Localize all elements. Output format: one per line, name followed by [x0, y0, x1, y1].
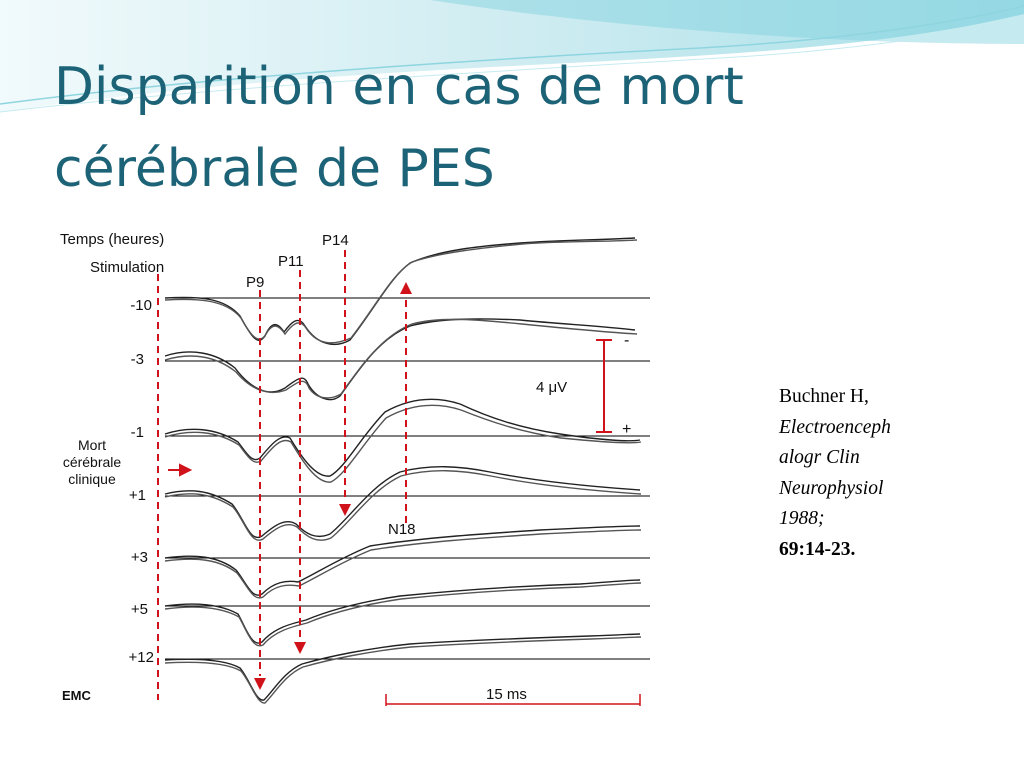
- trace-row-5a: [164, 525, 641, 596]
- header-wave-line: [0, 5, 1024, 105]
- baselines: [165, 297, 650, 660]
- peak-label-p9: P9: [246, 274, 264, 291]
- time-scale: 15 ms: [385, 686, 641, 706]
- emc-logo: EMC: [62, 688, 92, 703]
- brain-death-label-line-2: cérébrale: [63, 454, 122, 470]
- citation-author: Buchner H,: [779, 386, 869, 407]
- peak-arrows: [254, 282, 412, 690]
- trace-row-7b: [164, 636, 642, 704]
- citation-block: Buchner H, Electroenceph alogr Clin Neur…: [779, 382, 954, 565]
- row-label-1: -10: [130, 297, 152, 314]
- n18-arrow-icon: [400, 282, 412, 294]
- citation-journal-line-3: Neurophysiol: [779, 477, 884, 499]
- amplitude-scale: 4 μV - +: [536, 332, 631, 438]
- time-scale-label: 15 ms: [486, 686, 527, 703]
- trace-row-2b: [164, 318, 638, 399]
- trace-row-3b: [164, 404, 642, 483]
- figure-header: Temps (heures) Stimulation: [60, 231, 164, 276]
- row-label-2: -3: [131, 351, 144, 368]
- stimulation-header: Stimulation: [90, 259, 164, 276]
- trace-row-4b: [164, 470, 642, 541]
- waveform-traces: [164, 237, 642, 704]
- amplitude-scale-label: 4 μV: [536, 379, 567, 396]
- time-axis-header: Temps (heures): [60, 231, 164, 248]
- trace-row-3a: [164, 398, 641, 477]
- p11-arrow-icon: [294, 642, 306, 654]
- row-label-5: +3: [131, 549, 148, 566]
- polarity-minus-label: -: [624, 332, 629, 349]
- row-label-3: -1: [131, 424, 144, 441]
- header-wave-shape: [0, 0, 1024, 112]
- row-label-7: +12: [129, 649, 154, 666]
- p9-arrow-icon: [254, 678, 266, 690]
- brain-death-label-line-1: Mort: [78, 437, 106, 453]
- polarity-plus-label: +: [622, 421, 631, 438]
- citation-year: 1988;: [779, 508, 825, 529]
- slide-title: Disparition en cas de mort cérébrale de …: [54, 46, 954, 210]
- citation-volume: 69:14-23.: [779, 538, 856, 560]
- citation-journal-line-2: alogr Clin: [779, 447, 860, 468]
- brain-death-label-line-3: clinique: [68, 471, 116, 487]
- peak-label-p11: P11: [278, 253, 304, 270]
- trace-row-2a: [164, 318, 636, 401]
- peak-markers: [157, 250, 407, 700]
- sep-waveform-figure: Temps (heures) Stimulation P9 P11 P14 N1…: [40, 228, 668, 714]
- peak-label-p14: P14: [322, 232, 349, 249]
- row-label-6: +5: [131, 601, 148, 618]
- citation-journal-line-1: Electroenceph: [779, 416, 891, 438]
- peak-label-n18: N18: [388, 521, 416, 538]
- slide-title-line-2: cérébrale de PES: [54, 139, 495, 199]
- trace-row-4a: [164, 466, 641, 539]
- brain-death-arrow-icon: [168, 463, 193, 477]
- peak-labels: P9 P11 P14 N18: [246, 232, 416, 538]
- brain-death-label: Mort cérébrale clinique: [63, 437, 193, 487]
- trace-row-6b: [164, 582, 642, 647]
- header-wave-line-2: [0, 17, 1024, 113]
- row-label-4: +1: [129, 487, 146, 504]
- trace-row-1b: [164, 239, 638, 344]
- row-labels: -10 -3 -1 +1 +3 +5 +12: [129, 297, 154, 666]
- trace-row-5b: [164, 529, 642, 599]
- trace-row-7a: [164, 633, 641, 701]
- sep-waveform-plot: Temps (heures) Stimulation P9 P11 P14 N1…: [60, 231, 650, 706]
- slide-title-line-1: Disparition en cas de mort: [54, 57, 744, 117]
- p14-arrow-icon: [339, 504, 351, 516]
- trace-row-6a: [164, 579, 641, 644]
